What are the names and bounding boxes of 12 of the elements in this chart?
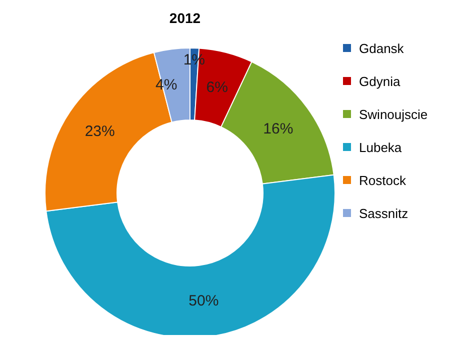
chart-title: 2012 bbox=[168, 10, 202, 26]
legend-label: Rostock bbox=[359, 172, 406, 188]
legend-label: Gdynia bbox=[359, 74, 400, 88]
legend-label: Swinoujscie bbox=[359, 106, 428, 122]
legend-label: Sassnitz bbox=[359, 206, 408, 220]
data-label: 6% bbox=[206, 78, 228, 96]
legend-label: Gdansk bbox=[359, 40, 404, 56]
legend-label: Lubeka bbox=[359, 140, 402, 154]
data-label: 16% bbox=[263, 120, 294, 138]
data-label: 50% bbox=[188, 292, 219, 310]
data-label: 1% bbox=[183, 52, 206, 69]
data-label: 23% bbox=[84, 123, 115, 140]
